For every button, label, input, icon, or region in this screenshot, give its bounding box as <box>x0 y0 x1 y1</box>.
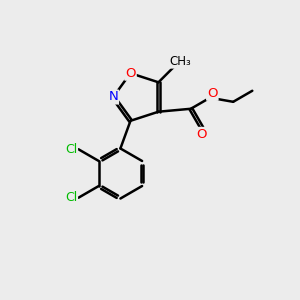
Text: O: O <box>125 67 136 80</box>
Text: Cl: Cl <box>65 191 77 204</box>
Text: O: O <box>197 128 207 141</box>
Text: O: O <box>207 87 217 100</box>
Text: CH₃: CH₃ <box>170 55 192 68</box>
Text: N: N <box>108 91 118 103</box>
Text: Cl: Cl <box>65 143 77 156</box>
